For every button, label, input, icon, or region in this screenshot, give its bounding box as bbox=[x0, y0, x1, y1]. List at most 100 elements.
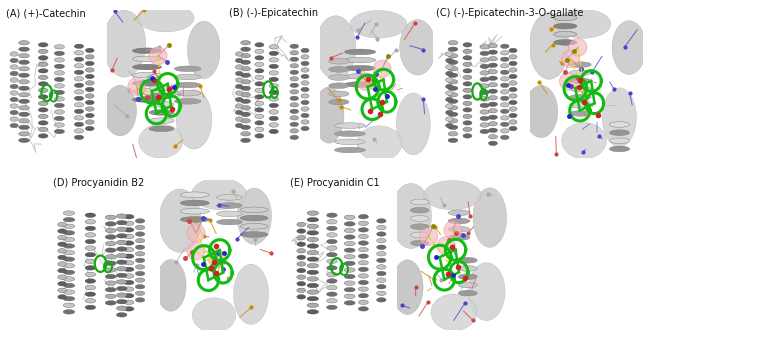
Ellipse shape bbox=[480, 45, 489, 49]
Ellipse shape bbox=[610, 122, 629, 127]
Ellipse shape bbox=[307, 283, 319, 288]
Ellipse shape bbox=[240, 232, 268, 237]
Ellipse shape bbox=[420, 227, 438, 245]
Ellipse shape bbox=[255, 82, 264, 86]
Ellipse shape bbox=[38, 56, 48, 60]
Ellipse shape bbox=[509, 74, 517, 79]
Ellipse shape bbox=[488, 69, 497, 74]
Ellipse shape bbox=[446, 110, 453, 115]
Ellipse shape bbox=[359, 280, 369, 285]
Ellipse shape bbox=[133, 64, 162, 70]
Ellipse shape bbox=[530, 13, 569, 79]
Ellipse shape bbox=[345, 82, 375, 87]
Ellipse shape bbox=[85, 220, 95, 224]
Ellipse shape bbox=[149, 118, 174, 123]
Ellipse shape bbox=[240, 112, 250, 117]
Ellipse shape bbox=[488, 89, 497, 94]
Ellipse shape bbox=[480, 110, 489, 114]
Ellipse shape bbox=[297, 262, 306, 266]
Ellipse shape bbox=[307, 231, 319, 235]
Ellipse shape bbox=[255, 95, 264, 99]
Ellipse shape bbox=[329, 83, 349, 88]
Ellipse shape bbox=[297, 235, 306, 240]
Ellipse shape bbox=[297, 242, 306, 246]
Ellipse shape bbox=[240, 53, 250, 58]
Ellipse shape bbox=[133, 56, 162, 62]
Ellipse shape bbox=[240, 207, 268, 213]
Ellipse shape bbox=[133, 89, 162, 94]
Ellipse shape bbox=[444, 221, 462, 239]
Ellipse shape bbox=[307, 270, 319, 275]
Ellipse shape bbox=[18, 73, 30, 78]
Ellipse shape bbox=[290, 109, 298, 114]
Ellipse shape bbox=[448, 60, 458, 65]
Ellipse shape bbox=[135, 232, 145, 236]
Ellipse shape bbox=[18, 67, 30, 71]
Ellipse shape bbox=[124, 221, 134, 225]
Ellipse shape bbox=[446, 65, 453, 69]
Ellipse shape bbox=[344, 274, 355, 279]
Ellipse shape bbox=[307, 224, 319, 228]
Ellipse shape bbox=[117, 234, 127, 238]
Ellipse shape bbox=[105, 287, 116, 292]
Ellipse shape bbox=[448, 92, 458, 97]
Ellipse shape bbox=[124, 307, 134, 311]
Ellipse shape bbox=[377, 271, 386, 276]
Ellipse shape bbox=[290, 70, 298, 74]
Ellipse shape bbox=[509, 113, 517, 118]
Ellipse shape bbox=[149, 94, 174, 99]
Ellipse shape bbox=[85, 213, 95, 218]
Ellipse shape bbox=[85, 239, 95, 244]
Ellipse shape bbox=[58, 229, 66, 233]
Ellipse shape bbox=[327, 259, 337, 264]
Ellipse shape bbox=[240, 86, 250, 90]
Ellipse shape bbox=[329, 75, 349, 80]
Ellipse shape bbox=[255, 75, 264, 80]
Ellipse shape bbox=[269, 64, 278, 69]
Ellipse shape bbox=[377, 285, 386, 289]
Ellipse shape bbox=[562, 122, 607, 159]
Ellipse shape bbox=[301, 100, 309, 105]
Ellipse shape bbox=[10, 104, 18, 108]
Ellipse shape bbox=[307, 211, 319, 215]
Ellipse shape bbox=[38, 82, 48, 86]
Ellipse shape bbox=[240, 80, 250, 84]
Ellipse shape bbox=[509, 94, 517, 98]
Ellipse shape bbox=[480, 129, 489, 134]
Ellipse shape bbox=[74, 109, 84, 114]
Ellipse shape bbox=[192, 178, 246, 209]
Ellipse shape bbox=[301, 48, 309, 53]
Ellipse shape bbox=[10, 65, 18, 69]
Ellipse shape bbox=[240, 47, 250, 51]
Ellipse shape bbox=[180, 217, 209, 222]
Ellipse shape bbox=[58, 275, 66, 279]
Ellipse shape bbox=[149, 110, 174, 115]
Ellipse shape bbox=[156, 259, 186, 311]
Ellipse shape bbox=[124, 248, 134, 252]
Ellipse shape bbox=[63, 264, 75, 268]
Ellipse shape bbox=[10, 52, 18, 56]
Ellipse shape bbox=[569, 62, 591, 67]
Ellipse shape bbox=[255, 62, 264, 67]
Ellipse shape bbox=[74, 83, 84, 88]
Ellipse shape bbox=[480, 90, 489, 95]
Ellipse shape bbox=[18, 60, 30, 65]
Ellipse shape bbox=[554, 15, 577, 21]
Ellipse shape bbox=[38, 108, 48, 112]
Ellipse shape bbox=[124, 300, 134, 305]
Ellipse shape bbox=[85, 266, 95, 270]
Ellipse shape bbox=[377, 245, 386, 250]
Ellipse shape bbox=[463, 49, 472, 53]
Ellipse shape bbox=[236, 97, 243, 102]
Ellipse shape bbox=[459, 282, 477, 288]
Ellipse shape bbox=[63, 211, 75, 215]
Ellipse shape bbox=[410, 232, 429, 238]
Ellipse shape bbox=[117, 312, 127, 317]
Ellipse shape bbox=[290, 76, 298, 81]
Ellipse shape bbox=[344, 228, 355, 233]
Ellipse shape bbox=[117, 247, 127, 251]
Ellipse shape bbox=[117, 306, 127, 310]
Ellipse shape bbox=[74, 44, 84, 49]
Ellipse shape bbox=[344, 301, 355, 305]
Ellipse shape bbox=[38, 121, 48, 125]
